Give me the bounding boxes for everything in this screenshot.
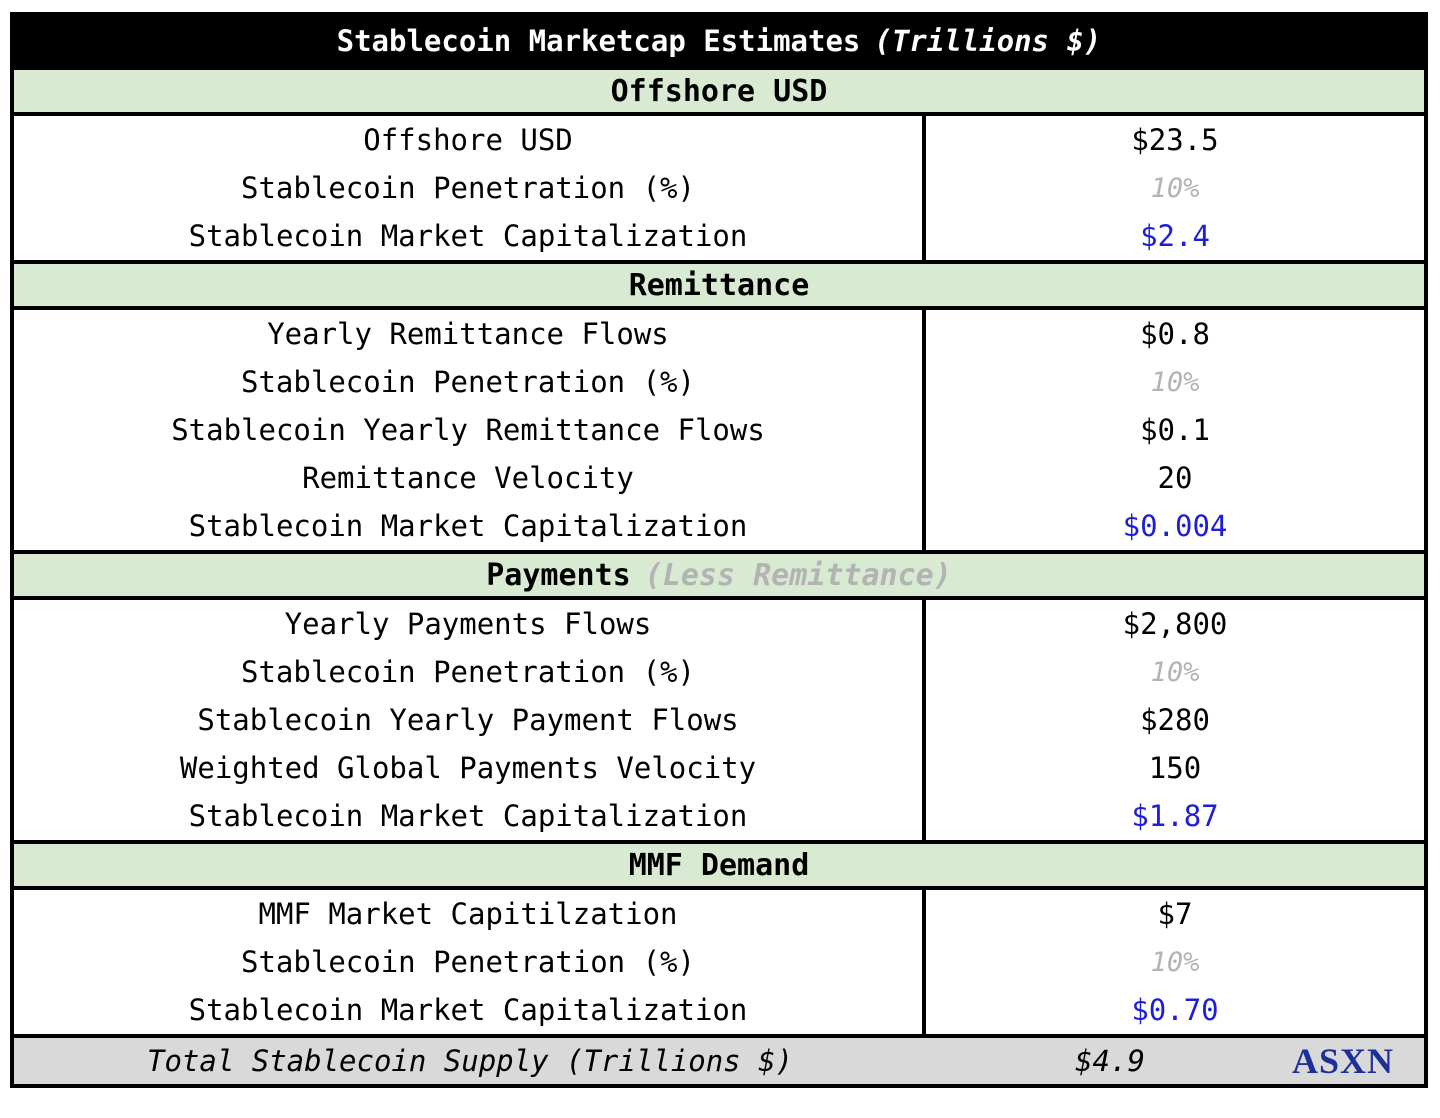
row-label: Stablecoin Market Capitalization	[14, 792, 926, 840]
row-value: 10%	[1150, 366, 1200, 398]
row-label: Stablecoin Market Capitalization	[14, 502, 926, 550]
row-label: Yearly Payments Flows	[14, 600, 926, 648]
section-header-label: MMF Demand	[628, 847, 810, 883]
table-row: Stablecoin Penetration (%) 10%	[14, 358, 1424, 406]
row-label: MMF Market Capitilzation	[14, 890, 926, 938]
row-value: 10%	[1150, 656, 1200, 688]
table-title: Stablecoin Marketcap Estimates (Trillion…	[14, 16, 1424, 66]
table-title-main: Stablecoin Marketcap Estimates	[336, 24, 861, 58]
row-value: $280	[1140, 703, 1210, 737]
row-label: Yearly Remittance Flows	[14, 310, 926, 358]
section-remittance: Yearly Remittance Flows $0.8 Stablecoin …	[14, 310, 1424, 550]
table-row: Stablecoin Market Capitalization $0.70	[14, 986, 1424, 1034]
section-header-offshore-usd: Offshore USD	[14, 66, 1424, 116]
row-value: 10%	[1150, 946, 1200, 978]
section-header-label: Offshore USD	[610, 73, 828, 109]
row-label: Offshore USD	[14, 116, 926, 164]
row-value: 10%	[1150, 172, 1200, 204]
table-row: Yearly Remittance Flows $0.8	[14, 310, 1424, 358]
table-row: Weighted Global Payments Velocity 150	[14, 744, 1424, 792]
row-label: Stablecoin Market Capitalization	[14, 212, 926, 260]
row-label: Stablecoin Penetration (%)	[14, 164, 926, 212]
total-row: Total Stablecoin Supply (Trillions $) $4…	[14, 1034, 1424, 1084]
table-row: Stablecoin Yearly Payment Flows $280	[14, 696, 1424, 744]
table-row: Stablecoin Penetration (%) 10%	[14, 938, 1424, 986]
row-value: $2.4	[1140, 219, 1210, 253]
row-label: Stablecoin Penetration (%)	[14, 648, 926, 696]
section-payments: Yearly Payments Flows $2,800 Stablecoin …	[14, 600, 1424, 840]
row-label: Stablecoin Penetration (%)	[14, 358, 926, 406]
row-label: Stablecoin Penetration (%)	[14, 938, 926, 986]
stablecoin-estimates-table: Stablecoin Marketcap Estimates (Trillion…	[10, 12, 1428, 1088]
row-label: Stablecoin Market Capitalization	[14, 986, 926, 1034]
section-header-mmf-demand: MMF Demand	[14, 840, 1424, 890]
table-row: Stablecoin Yearly Remittance Flows $0.1	[14, 406, 1424, 454]
section-header-remittance: Remittance	[14, 260, 1424, 310]
row-value: $2,800	[1122, 607, 1228, 641]
row-label: Stablecoin Yearly Remittance Flows	[14, 406, 926, 454]
total-value: $4.9	[1075, 1044, 1145, 1078]
section-header-note: (Less Remittance)	[644, 557, 952, 593]
row-value: $0.70	[1131, 993, 1219, 1027]
table-row: Stablecoin Penetration (%) 10%	[14, 648, 1424, 696]
asxn-logo: ASXN	[1291, 1041, 1394, 1081]
table-row: Offshore USD $23.5	[14, 116, 1424, 164]
row-value: $0.8	[1140, 317, 1210, 351]
table-row: Remittance Velocity 20	[14, 454, 1424, 502]
table-title-unit: (Trillions $)	[874, 24, 1102, 58]
section-header-label: Payments	[486, 557, 631, 593]
row-value: $0.004	[1122, 509, 1228, 543]
row-value: $23.5	[1131, 123, 1219, 157]
table-row: Stablecoin Market Capitalization $1.87	[14, 792, 1424, 840]
row-value: 150	[1148, 751, 1202, 785]
row-label: Stablecoin Yearly Payment Flows	[14, 696, 926, 744]
table-row: MMF Market Capitilzation $7	[14, 890, 1424, 938]
total-label: Total Stablecoin Supply (Trillions $)	[146, 1044, 793, 1078]
row-value: $0.1	[1140, 413, 1210, 447]
row-label: Weighted Global Payments Velocity	[14, 744, 926, 792]
section-header-payments: Payments (Less Remittance)	[14, 550, 1424, 600]
table-row: Yearly Payments Flows $2,800	[14, 600, 1424, 648]
section-offshore-usd: Offshore USD $23.5 Stablecoin Penetratio…	[14, 116, 1424, 260]
row-value: 20	[1157, 461, 1193, 495]
section-mmf-demand: MMF Market Capitilzation $7 Stablecoin P…	[14, 890, 1424, 1034]
row-label: Remittance Velocity	[14, 454, 926, 502]
section-header-label: Remittance	[628, 267, 810, 303]
table-row: Stablecoin Market Capitalization $2.4	[14, 212, 1424, 260]
row-value: $7	[1157, 897, 1193, 931]
table-row: Stablecoin Penetration (%) 10%	[14, 164, 1424, 212]
row-value: $1.87	[1131, 799, 1219, 833]
table-row: Stablecoin Market Capitalization $0.004	[14, 502, 1424, 550]
